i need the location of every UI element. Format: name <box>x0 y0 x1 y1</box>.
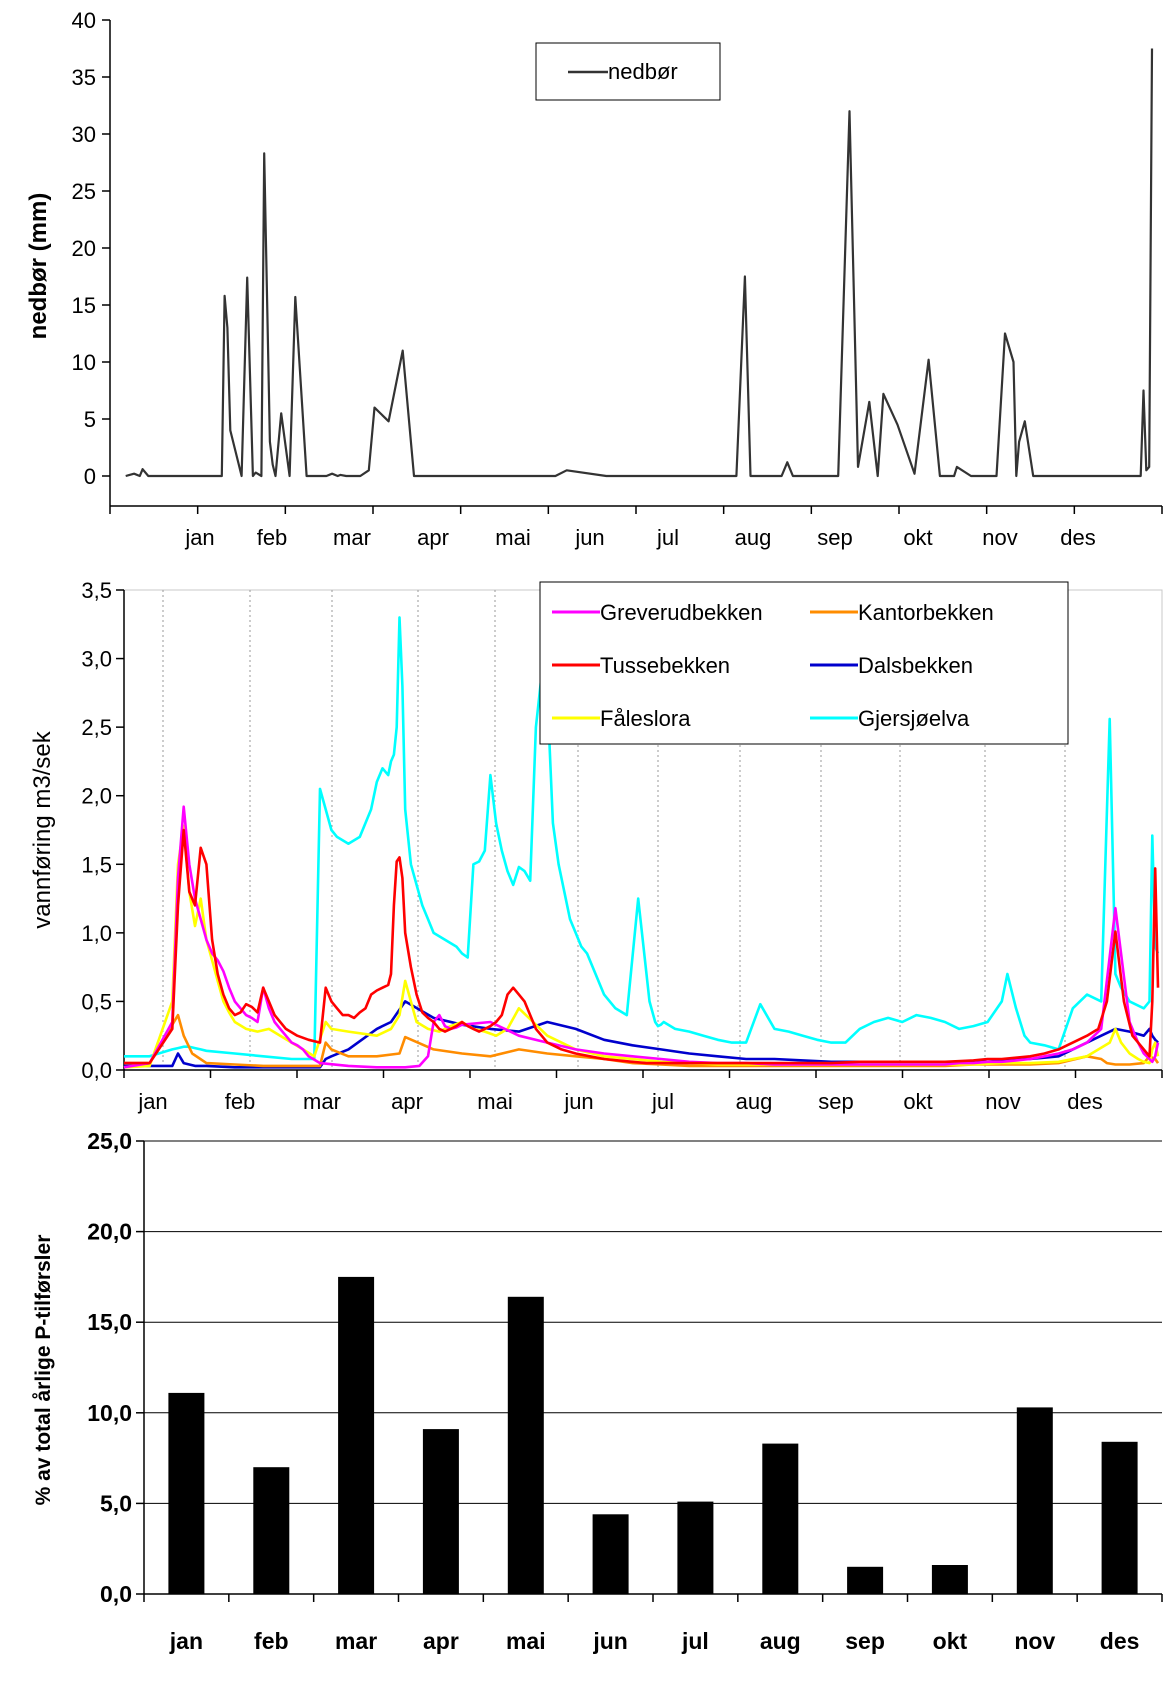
x-tick-label-jan: jan <box>184 525 214 550</box>
y-tick-label: 1,5 <box>81 852 112 877</box>
legend-label-faleslora: Fåleslora <box>600 706 691 731</box>
y-tick-label: 5 <box>84 407 96 432</box>
legend-label-greverudbekken: Greverudbekken <box>600 600 763 625</box>
phosphorus-bar-chart: 0,0 5,0 10,0 15,0 20,0 25,0 jan feb mar apr mai ju… <box>32 1128 1163 1654</box>
x-tick-label-mar: mar <box>335 1628 377 1654</box>
y-tick-label: 10,0 <box>87 1400 132 1426</box>
legend-label-tussebekken: Tussebekken <box>600 653 730 678</box>
x-tick-label-mai: mai <box>477 1089 512 1114</box>
x-tick-label-feb: feb <box>254 1628 289 1654</box>
y-tick-label: 20,0 <box>87 1219 132 1245</box>
bar-des <box>1101 1441 1138 1594</box>
bar-sep <box>847 1566 884 1594</box>
x-tick-label-sep: sep <box>818 1089 853 1114</box>
x-tick-label-apr: apr <box>417 525 449 550</box>
x-tick-label-mar: mar <box>333 525 371 550</box>
y-tick-label: 30 <box>72 122 96 147</box>
legend-box <box>539 581 1069 745</box>
x-tick-label-feb: feb <box>225 1089 256 1114</box>
y-axis-label: nedbør (mm) <box>25 193 52 340</box>
series-line-nedbor <box>125 48 1154 478</box>
x-tick-label-aug: aug <box>735 525 772 550</box>
bar-mai <box>507 1296 544 1594</box>
legend: nedbør <box>535 42 721 101</box>
y-tick-label: 15 <box>72 293 96 318</box>
x-tick-label-aug: aug <box>736 1089 773 1114</box>
x-tick-label-jun: jun <box>574 525 604 550</box>
x-tick-label-jan: jan <box>137 1089 167 1114</box>
y-axis-label: vannføring m3/sek <box>29 730 56 928</box>
x-tick-label-des: des <box>1100 1628 1140 1654</box>
legend-label-gjersjoelva: Gjersjøelva <box>858 706 970 731</box>
x-tick-label-aug: aug <box>760 1628 801 1654</box>
y-tick-label: 3,5 <box>81 578 112 603</box>
bar-aug <box>762 1443 799 1594</box>
y-tick-label: 10 <box>72 350 96 375</box>
x-tick-label-okt: okt <box>933 1628 968 1654</box>
y-axis-label: % av total årlige P-tilførsler <box>32 1235 55 1506</box>
bar-jun <box>592 1514 629 1594</box>
bar-jul <box>677 1501 714 1594</box>
x-tick-label-jul: jul <box>681 1628 709 1654</box>
x-tick-label-nov: nov <box>985 1089 1020 1114</box>
legend: Greverudbekken Kantorbekken Tussebekken Dal… <box>539 581 1069 745</box>
y-tick-label: 25 <box>72 179 96 204</box>
y-tick-label: 0,5 <box>81 989 112 1014</box>
y-tick-label: 0,0 <box>100 1581 132 1607</box>
series-line-tussebekken <box>124 828 1160 1065</box>
x-tick-label-nov: nov <box>982 525 1017 550</box>
y-tick-label: 25,0 <box>87 1128 132 1154</box>
x-tick-label-apr: apr <box>391 1089 423 1114</box>
x-tick-label-sep: sep <box>845 1628 885 1654</box>
y-tick-label: 2,0 <box>81 784 112 809</box>
y-tick-label: 40 <box>72 8 96 33</box>
x-tick-label-jun: jun <box>563 1089 593 1114</box>
x-tick-label-okt: okt <box>903 525 932 550</box>
bar-jan <box>168 1392 205 1594</box>
y-tick-label: 1,0 <box>81 921 112 946</box>
bar-feb <box>253 1467 290 1594</box>
x-tick-label-jul: jul <box>656 525 679 550</box>
y-tick-label: 15,0 <box>87 1309 132 1335</box>
y-tick-label: 35 <box>72 65 96 90</box>
x-tick-label-mar: mar <box>303 1089 341 1114</box>
y-tick-label: 5,0 <box>100 1490 132 1516</box>
x-tick-label-mai: mai <box>495 525 530 550</box>
bar-nov <box>1016 1407 1053 1594</box>
x-tick-label-apr: apr <box>423 1628 459 1654</box>
x-tick-label-jun: jun <box>592 1628 628 1654</box>
bar-okt <box>931 1565 968 1594</box>
x-tick-label-feb: feb <box>257 525 288 550</box>
x-tick-label-nov: nov <box>1014 1628 1055 1654</box>
x-tick-label-jan: jan <box>169 1628 203 1654</box>
x-tick-label-jul: jul <box>651 1089 674 1114</box>
y-tick-label: 0,0 <box>81 1058 112 1083</box>
y-tick-label: 0 <box>84 464 96 489</box>
legend-box <box>535 42 721 101</box>
bar-mar <box>338 1276 375 1594</box>
x-tick-label-des: des <box>1060 525 1095 550</box>
y-tick-label: 3,0 <box>81 647 112 672</box>
legend-label-nedbor: nedbør <box>608 59 678 84</box>
x-tick-label-sep: sep <box>817 525 852 550</box>
series-line-gjersjoelva <box>124 616 1160 1061</box>
y-tick-label: 2,5 <box>81 715 112 740</box>
discharge-chart: 0,0 0,5 1,0 1,5 2,0 2,5 3,0 3,5 jan feb mar apr mai… <box>29 578 1163 1114</box>
bar-apr <box>422 1429 459 1594</box>
series-line-faleslora <box>123 824 1160 1069</box>
x-tick-label-des: des <box>1067 1089 1102 1114</box>
precipitation-chart: 0 5 10 15 20 25 30 35 40 jan feb mar apr mai jun jul au… <box>25 8 1163 550</box>
y-tick-label: 20 <box>72 236 96 261</box>
legend-label-kantorbekken: Kantorbekken <box>858 600 994 625</box>
x-tick-label-mai: mai <box>506 1628 546 1654</box>
x-tick-label-okt: okt <box>903 1089 932 1114</box>
legend-label-dalsbekken: Dalsbekken <box>858 653 973 678</box>
